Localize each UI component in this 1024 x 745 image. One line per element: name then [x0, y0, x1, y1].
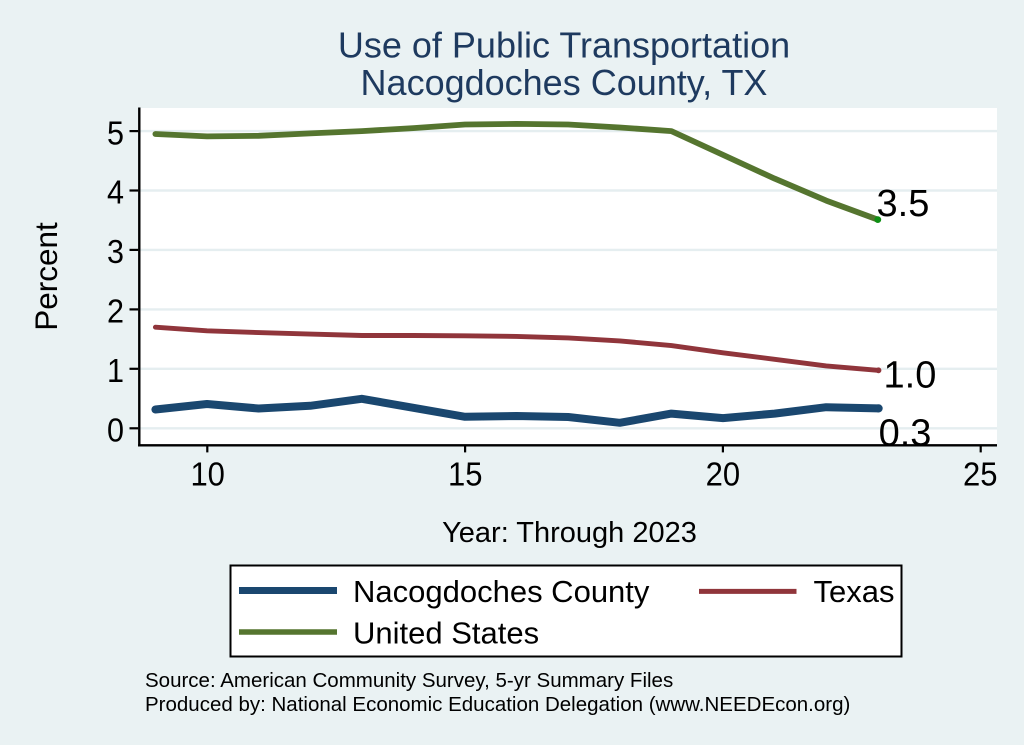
svg-text:0: 0	[107, 412, 124, 449]
svg-text:20: 20	[706, 456, 741, 493]
svg-text:3.5: 3.5	[877, 183, 930, 225]
svg-text:Year: Through 2023: Year: Through 2023	[442, 517, 697, 549]
svg-text:Percent: Percent	[28, 222, 64, 331]
svg-text:Source: American Community Sur: Source: American Community Survey, 5-yr …	[145, 669, 673, 692]
svg-text:15: 15	[448, 456, 483, 493]
svg-text:United States: United States	[353, 616, 539, 651]
svg-text:25: 25	[963, 456, 998, 493]
svg-text:1.0: 1.0	[884, 355, 937, 397]
svg-text:10: 10	[190, 456, 225, 493]
svg-text:2: 2	[107, 293, 124, 330]
svg-text:Use of Public Transportation: Use of Public Transportation	[338, 25, 790, 66]
svg-text:1: 1	[107, 352, 124, 389]
svg-text:0.3: 0.3	[879, 412, 932, 454]
svg-text:Nacogdoches County, TX: Nacogdoches County, TX	[361, 62, 768, 103]
svg-text:4: 4	[107, 174, 124, 211]
svg-text:Produced by: National Economic: Produced by: National Economic Education…	[145, 693, 850, 716]
svg-text:Nacogdoches County: Nacogdoches County	[353, 574, 650, 609]
svg-text:5: 5	[107, 114, 124, 151]
svg-text:3: 3	[107, 233, 124, 270]
svg-text:Texas: Texas	[814, 574, 895, 609]
